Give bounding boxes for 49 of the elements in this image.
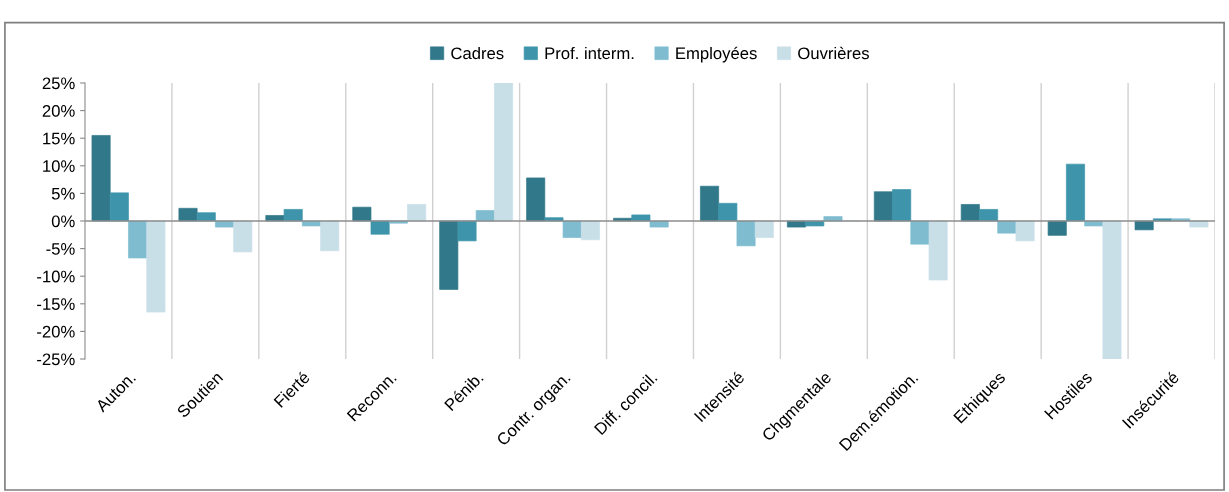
bar <box>910 220 930 245</box>
legend-label: Cadres <box>451 46 504 60</box>
y-tick-label: -5% <box>46 243 75 255</box>
bar <box>754 220 774 238</box>
legend-label: Employées <box>676 46 757 63</box>
bar <box>1015 220 1035 242</box>
bar <box>91 135 111 222</box>
bar <box>718 202 738 222</box>
bar <box>320 220 340 252</box>
y-tick-label: 25% <box>42 77 75 90</box>
legend-label: Ouvrières <box>798 46 869 60</box>
bar <box>457 220 477 242</box>
bar <box>580 220 600 241</box>
y-tick-label: 5% <box>51 187 75 200</box>
bar <box>407 204 427 222</box>
y-tick-label: -15% <box>37 298 75 310</box>
bar <box>631 214 651 222</box>
bar <box>526 177 546 222</box>
bar <box>146 220 166 313</box>
y-tick-label: -20% <box>37 325 75 338</box>
bar <box>1102 220 1122 359</box>
bar <box>370 220 390 235</box>
bar <box>109 192 129 222</box>
bar <box>494 83 514 222</box>
bar <box>649 220 669 228</box>
bar <box>562 220 582 238</box>
bar <box>1189 220 1209 228</box>
y-tick-label: 20% <box>42 105 75 117</box>
y-tick-label: -10% <box>37 270 75 283</box>
legend-label: Prof. interm. <box>545 46 634 60</box>
bar <box>736 220 756 247</box>
bar <box>283 209 303 222</box>
y-tick-label: 0% <box>51 215 75 228</box>
bar <box>873 191 893 222</box>
bar <box>439 220 459 290</box>
bar <box>1047 220 1067 236</box>
bar <box>892 189 912 222</box>
y-tick-label: -25% <box>37 353 75 366</box>
bar <box>700 185 720 222</box>
bar <box>128 220 148 259</box>
bar <box>352 206 372 222</box>
bar <box>1066 163 1085 222</box>
bar <box>928 220 948 281</box>
bar <box>960 204 980 222</box>
bar <box>196 212 216 222</box>
bar <box>233 220 253 253</box>
y-tick-label: 15% <box>43 132 75 145</box>
y-tick-label: 10% <box>43 160 75 172</box>
bar <box>979 209 999 222</box>
